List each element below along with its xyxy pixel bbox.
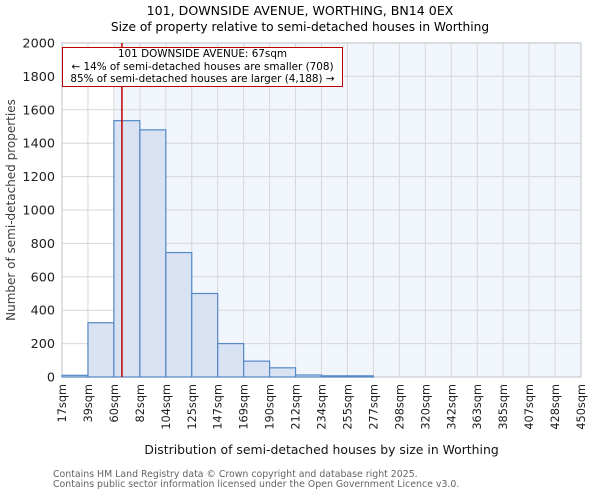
y-axis-label: Number of semi-detached properties bbox=[4, 99, 18, 321]
x-tick-label: 212sqm bbox=[290, 384, 303, 430]
x-tick-label: 104sqm bbox=[160, 384, 173, 430]
histogram-bar bbox=[87, 322, 115, 378]
x-tick-label: 234sqm bbox=[316, 384, 329, 430]
y-tick-label: 200 bbox=[31, 337, 55, 352]
histogram-bar bbox=[346, 375, 375, 378]
y-tick-label: 0 bbox=[47, 371, 55, 386]
y-tick-label: 1800 bbox=[22, 70, 55, 85]
x-tick-label: 125sqm bbox=[186, 384, 199, 430]
property-annotation-box: 101 DOWNSIDE AVENUE: 67sqm ← 14% of semi… bbox=[62, 47, 343, 87]
histogram-bar bbox=[61, 374, 89, 378]
histogram-bar bbox=[243, 360, 271, 378]
x-tick-label: 277sqm bbox=[367, 384, 380, 430]
x-axis-label: Distribution of semi-detached houses by … bbox=[144, 442, 499, 457]
x-tick-label: 363sqm bbox=[471, 384, 484, 430]
y-tick-label: 800 bbox=[31, 237, 55, 252]
histogram-bar bbox=[217, 343, 245, 378]
y-tick-label: 1600 bbox=[22, 103, 55, 118]
y-tick-label: 400 bbox=[31, 304, 55, 319]
footer-attribution-line-2: Contains public sector information licen… bbox=[53, 479, 460, 491]
x-tick-label: 147sqm bbox=[212, 384, 225, 430]
histogram-bar bbox=[139, 129, 167, 378]
x-tick-label: 39sqm bbox=[82, 384, 95, 422]
y-tick-label: 1400 bbox=[22, 137, 55, 152]
x-tick-label: 385sqm bbox=[497, 384, 510, 430]
x-tick-label: 407sqm bbox=[523, 384, 536, 430]
x-tick-label: 320sqm bbox=[419, 384, 432, 430]
chart-title: 101, DOWNSIDE AVENUE, WORTHING, BN14 0EX bbox=[146, 3, 454, 18]
x-tick-label: 342sqm bbox=[445, 384, 458, 430]
footer-attribution-line-1: Contains HM Land Registry data © Crown c… bbox=[53, 469, 418, 480]
chart-subtitle: Size of property relative to semi-detach… bbox=[110, 20, 490, 34]
histogram-bar bbox=[320, 375, 349, 378]
x-tick-label: 255sqm bbox=[341, 384, 354, 430]
y-tick-label: 600 bbox=[31, 270, 55, 285]
x-tick-label: 169sqm bbox=[238, 384, 251, 430]
y-tick-label: 1200 bbox=[22, 170, 55, 185]
x-tick-label: 60sqm bbox=[108, 384, 121, 422]
x-tick-label: 82sqm bbox=[134, 384, 147, 422]
x-tick-label: 450sqm bbox=[575, 384, 588, 430]
histogram-bar bbox=[269, 367, 297, 378]
histogram-bar bbox=[294, 374, 323, 378]
x-tick-label: 190sqm bbox=[264, 384, 277, 430]
x-tick-label: 298sqm bbox=[393, 384, 406, 430]
histogram-bar bbox=[165, 251, 193, 378]
y-tick-label: 1000 bbox=[22, 204, 55, 219]
y-tick-label: 2000 bbox=[22, 37, 55, 52]
x-tick-label: 428sqm bbox=[549, 384, 562, 430]
annotation-line-1: 101 DOWNSIDE AVENUE: 67sqm bbox=[117, 48, 288, 60]
x-tick-label: 17sqm bbox=[56, 384, 69, 422]
histogram-bar bbox=[191, 292, 219, 378]
footer: Contains HM Land Registry data © Crown c… bbox=[53, 469, 593, 491]
annotation-line-3: 85% of semi-detached houses are larger (… bbox=[70, 73, 335, 86]
annotation-line-2: ← 14% of semi-detached houses are smalle… bbox=[71, 60, 334, 73]
histogram-bar bbox=[113, 120, 141, 378]
